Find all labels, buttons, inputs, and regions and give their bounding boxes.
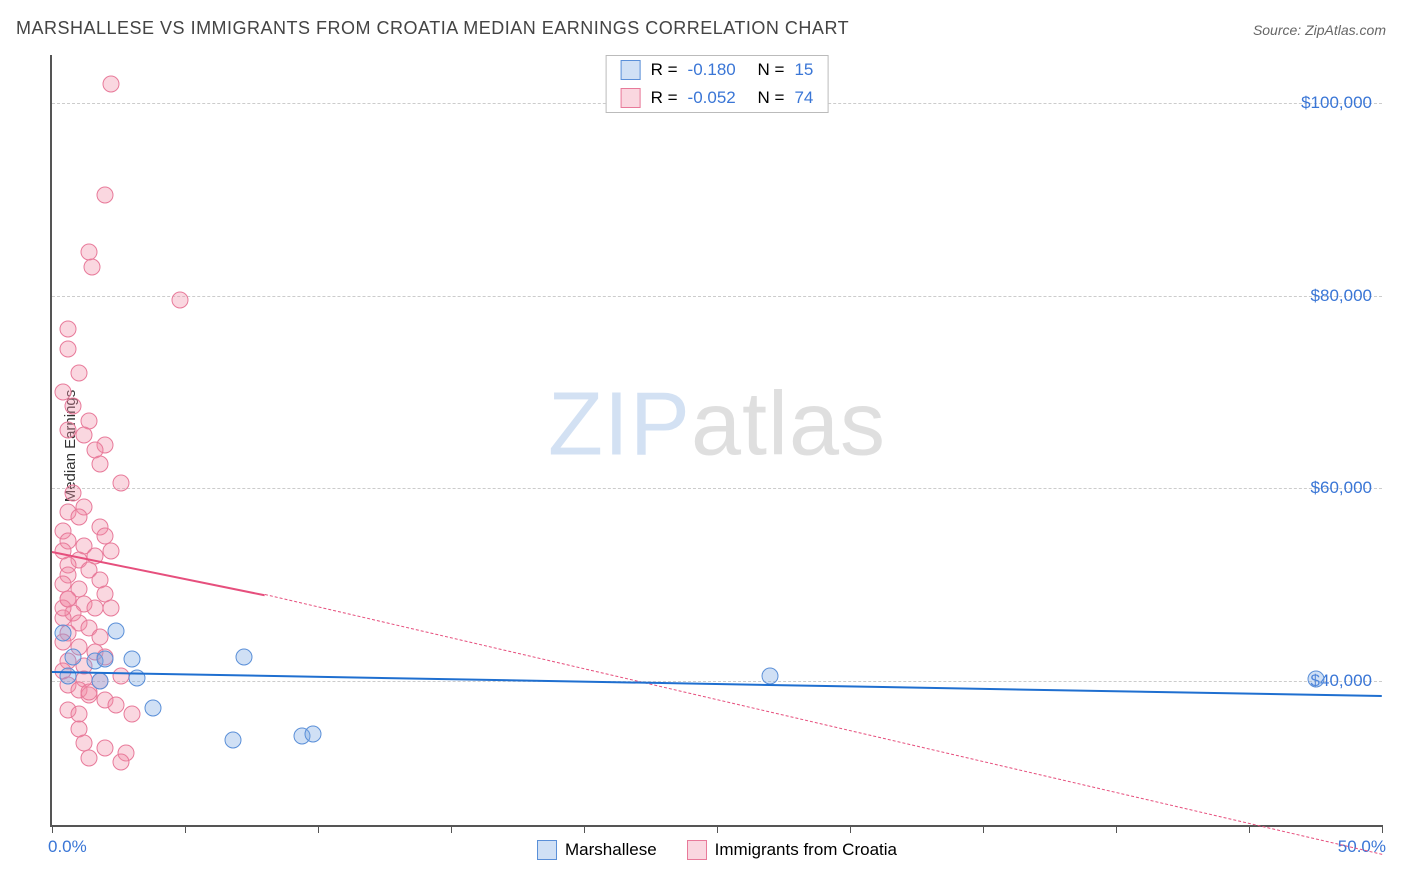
scatter-point-blue: [91, 672, 108, 689]
legend-label-blue: Marshallese: [565, 840, 657, 860]
scatter-point-pink: [59, 321, 76, 338]
x-tick: [717, 825, 718, 833]
r-value-pink: -0.052: [688, 88, 748, 108]
scatter-point-pink: [113, 475, 130, 492]
scatter-point-blue: [97, 651, 114, 668]
n-label: N =: [758, 88, 785, 108]
scatter-point-pink: [97, 740, 114, 757]
scatter-point-pink: [113, 667, 130, 684]
legend-stats: R = -0.180 N = 15 R = -0.052 N = 74: [606, 55, 829, 113]
n-value-pink: 74: [794, 88, 813, 108]
scatter-point-blue: [1307, 670, 1324, 687]
n-label: N =: [758, 60, 785, 80]
legend-stats-row-pink: R = -0.052 N = 74: [607, 84, 828, 112]
scatter-point-blue: [235, 648, 252, 665]
x-tick: [451, 825, 452, 833]
legend-swatch-blue: [621, 60, 641, 80]
legend-stats-row-blue: R = -0.180 N = 15: [607, 56, 828, 84]
scatter-point-blue: [59, 667, 76, 684]
scatter-point-pink: [107, 696, 124, 713]
page-title: MARSHALLESE VS IMMIGRANTS FROM CROATIA M…: [16, 18, 849, 39]
legend-swatch-pink: [621, 88, 641, 108]
x-tick: [185, 825, 186, 833]
chart-area: ZIPatlas R = -0.180 N = 15 R = -0.052 N …: [50, 55, 1382, 827]
scatter-point-pink: [113, 754, 130, 771]
y-tick-label: $100,000: [1301, 93, 1372, 113]
legend-label-pink: Immigrants from Croatia: [715, 840, 897, 860]
scatter-point-pink: [70, 509, 87, 526]
x-tick-label: 0.0%: [48, 837, 87, 857]
scatter-point-blue: [145, 699, 162, 716]
x-tick: [584, 825, 585, 833]
scatter-point-pink: [91, 456, 108, 473]
legend-series: Marshallese Immigrants from Croatia: [537, 840, 897, 860]
watermark-atlas: atlas: [691, 374, 886, 474]
legend-swatch-blue: [537, 840, 557, 860]
source-label: Source: ZipAtlas.com: [1253, 22, 1386, 38]
scatter-point-pink: [123, 706, 140, 723]
scatter-point-blue: [54, 624, 71, 641]
scatter-point-pink: [70, 364, 87, 381]
gridline: [52, 296, 1382, 297]
y-tick-label: $80,000: [1311, 286, 1372, 306]
gridline: [52, 681, 1382, 682]
watermark-zip: ZIP: [548, 374, 691, 474]
scatter-point-pink: [81, 749, 98, 766]
x-tick: [850, 825, 851, 833]
y-tick-label: $60,000: [1311, 478, 1372, 498]
legend-item-pink: Immigrants from Croatia: [687, 840, 897, 860]
r-label: R =: [651, 88, 678, 108]
scatter-point-pink: [97, 186, 114, 203]
scatter-point-blue: [65, 648, 82, 665]
x-tick: [1249, 825, 1250, 833]
legend-swatch-pink: [687, 840, 707, 860]
regression-line: [265, 594, 1382, 855]
x-tick: [983, 825, 984, 833]
scatter-point-pink: [171, 292, 188, 309]
r-label: R =: [651, 60, 678, 80]
x-tick: [52, 825, 53, 833]
legend-item-blue: Marshallese: [537, 840, 657, 860]
scatter-point-blue: [762, 667, 779, 684]
scatter-point-pink: [86, 600, 103, 617]
gridline: [52, 488, 1382, 489]
x-tick: [318, 825, 319, 833]
r-value-blue: -0.180: [688, 60, 748, 80]
scatter-point-blue: [123, 650, 140, 667]
n-value-blue: 15: [794, 60, 813, 80]
x-tick: [1382, 825, 1383, 833]
scatter-point-blue: [304, 725, 321, 742]
scatter-point-pink: [65, 398, 82, 415]
scatter-point-blue: [224, 732, 241, 749]
x-tick: [1116, 825, 1117, 833]
scatter-point-pink: [102, 600, 119, 617]
scatter-point-pink: [59, 340, 76, 357]
watermark: ZIPatlas: [548, 373, 886, 476]
regression-line: [52, 671, 1382, 697]
scatter-point-pink: [59, 590, 76, 607]
scatter-point-blue: [107, 622, 124, 639]
scatter-point-pink: [102, 542, 119, 559]
scatter-point-pink: [83, 258, 100, 275]
scatter-point-pink: [102, 75, 119, 92]
scatter-point-pink: [59, 422, 76, 439]
